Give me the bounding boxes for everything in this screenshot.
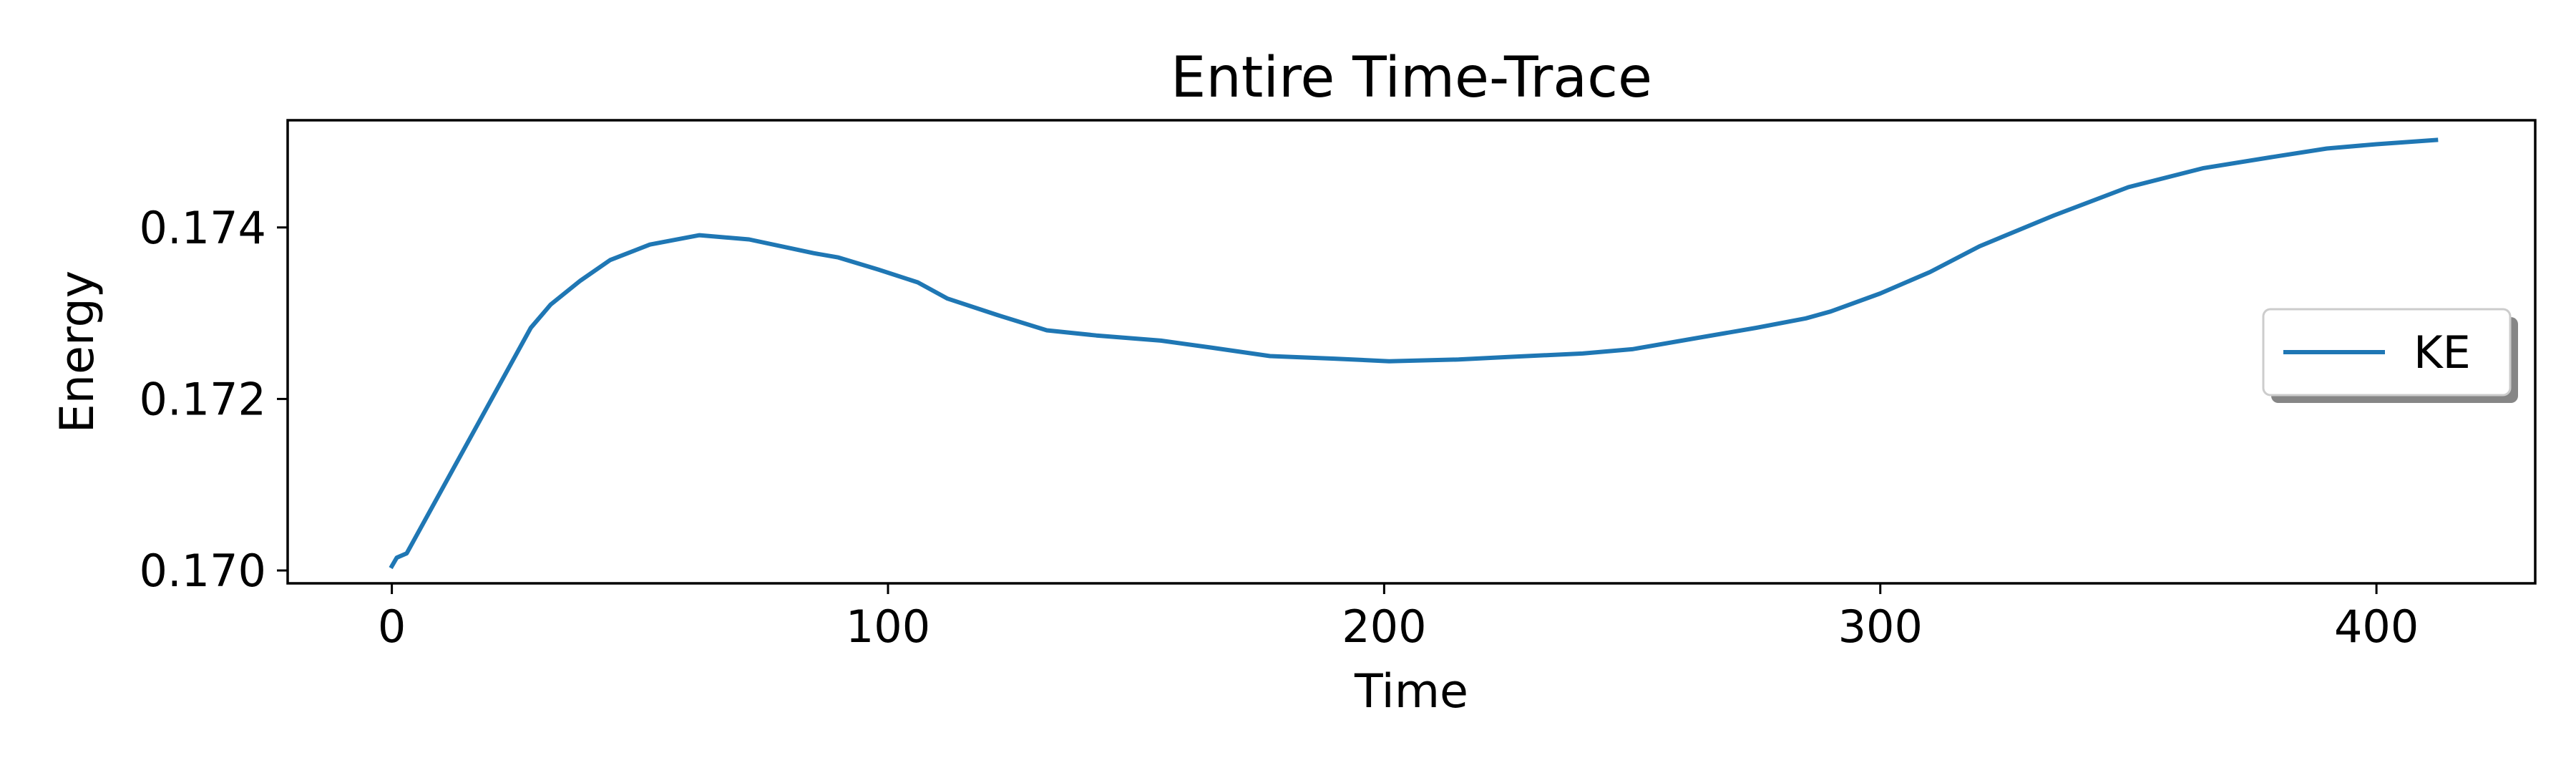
legend: KE (2262, 308, 2518, 403)
legend-label-ke: KE (2414, 326, 2471, 379)
series-line-ke (389, 137, 2439, 570)
y-axis-label: Energy (51, 271, 104, 434)
x-tick-label: 0 (378, 601, 406, 653)
x-tick-label: 300 (1838, 601, 1923, 653)
plot-frame (286, 119, 2537, 585)
x-tick-label: 100 (846, 601, 930, 653)
x-tick-label: 400 (2334, 601, 2419, 653)
legend-box (2262, 308, 2512, 397)
chart-title: Entire Time-Trace (1171, 46, 1652, 110)
x-tick-label: 200 (1342, 601, 1426, 653)
chart-axes: 0 100 200 300 400 0.170 0.172 0.174 Entire Time-… (51, 46, 2537, 719)
y-tick-label: 0.170 (140, 545, 267, 597)
y-tick-label: 0.172 (140, 373, 267, 425)
y-tick-label: 0.174 (140, 202, 267, 254)
x-axis-label: Time (1354, 665, 1468, 719)
chart-marks (389, 137, 2439, 570)
